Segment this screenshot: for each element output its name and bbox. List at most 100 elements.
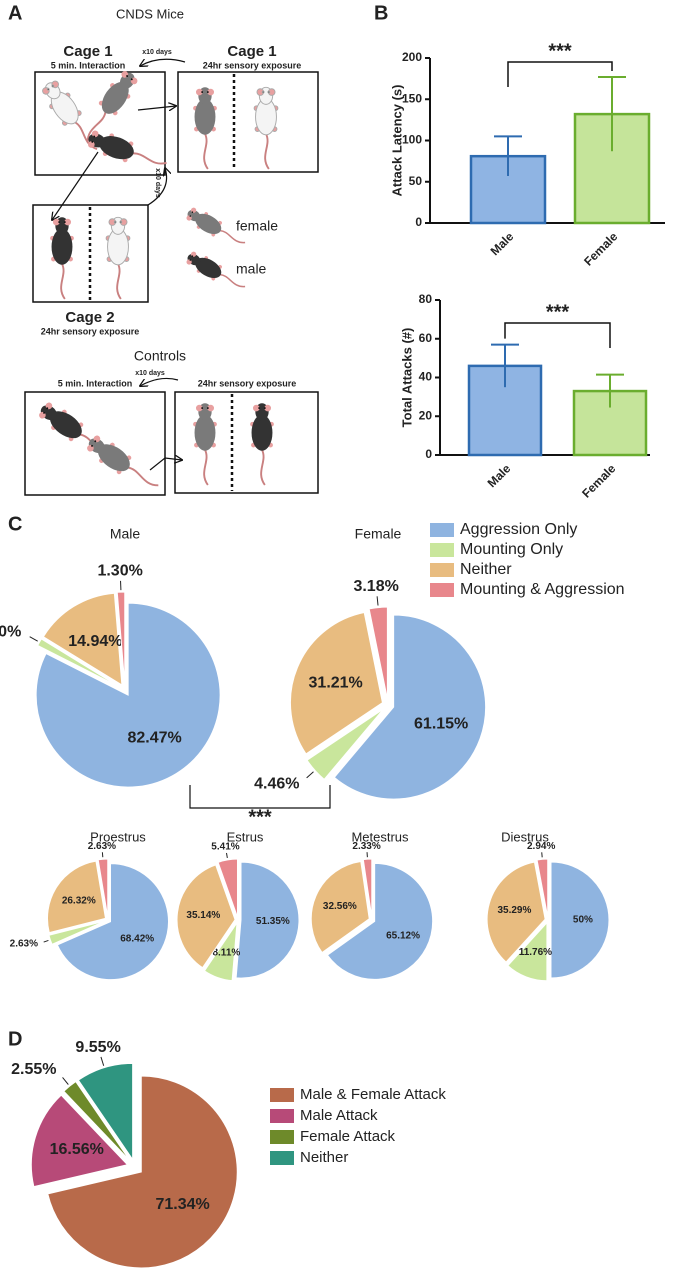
value-label: 8.11% [212, 948, 240, 959]
pie-slice [203, 920, 238, 982]
value-label: 35.14% [186, 910, 220, 921]
value-label: 1.30% [97, 563, 142, 580]
key-label: female [236, 218, 278, 234]
value-label: 65.12% [386, 931, 420, 942]
pie-slice [326, 862, 434, 980]
y-tick-label: 60 [419, 331, 433, 345]
key-label: male [236, 261, 267, 277]
value-label: 3.18% [353, 578, 398, 595]
x-tick-label: Male [488, 229, 517, 258]
value-label: 26.32% [62, 896, 96, 907]
significance-label: *** [548, 40, 572, 62]
pie-slice [306, 708, 384, 781]
diagram-title: CNDS Mice [116, 6, 184, 21]
cage-subtitle: 5 min. Interaction [58, 378, 133, 388]
arrow [52, 151, 99, 220]
arrow [140, 377, 179, 386]
legend-label: Neither [460, 561, 512, 578]
leader-line [306, 771, 314, 779]
diagram: CNDS Mice Cage 1 5 min. Interaction Cage… [24, 6, 319, 499]
y-tick-label: 20 [419, 408, 433, 422]
legend-swatch [430, 523, 454, 537]
y-axis-label: Total Attacks (#) [399, 328, 414, 428]
cage-subtitle: 24hr sensory exposure [203, 60, 302, 70]
value-label: 14.94% [68, 633, 122, 650]
panel-label: B [374, 2, 388, 24]
cage-title: Cage 2 [65, 309, 114, 326]
repeat-label: x10 days [142, 49, 172, 56]
mouse-icon [192, 402, 218, 486]
cage-title: Cage 1 [63, 43, 112, 60]
pie-slice [42, 592, 123, 686]
mouse-icon [192, 86, 218, 170]
arrow [140, 59, 186, 66]
significance-bracket [504, 322, 611, 348]
pie-slice [56, 863, 169, 981]
pie-slice [362, 858, 373, 918]
panel-label: A [8, 2, 22, 24]
error-bar [494, 135, 522, 176]
cage-title: Cage 1 [227, 43, 276, 60]
legend-swatch [430, 583, 454, 597]
legend-label: Neither [300, 1149, 348, 1166]
pie-slice [368, 606, 388, 700]
cage-box [177, 71, 319, 173]
leader-line [376, 596, 379, 606]
legend-swatch [270, 1130, 294, 1144]
significance-bracket [189, 785, 331, 809]
y-tick-label: 200 [402, 50, 422, 64]
pie-title: Estrus [227, 829, 264, 844]
pie-slice [63, 1080, 131, 1162]
value-label: 35.29% [497, 905, 531, 916]
value-label: 1.30% [0, 623, 21, 640]
cage-subtitle: 24hr sensory exposure [41, 326, 140, 336]
pie-slice [116, 591, 126, 685]
legend-label: Male Attack [300, 1107, 378, 1124]
legend-swatch [270, 1088, 294, 1102]
legend-label: Female Attack [300, 1128, 396, 1145]
legend-label: Aggression Only [460, 521, 577, 538]
pie-slice [507, 921, 548, 982]
value-label: 2.55% [11, 1061, 56, 1078]
significance-label: *** [546, 301, 570, 323]
mouse-icon [253, 86, 279, 170]
pie-title: Proestrus [90, 829, 146, 844]
pie-slice [48, 920, 106, 945]
y-tick-label: 100 [402, 133, 422, 147]
cage-box [24, 391, 166, 496]
value-label: 5.41% [211, 842, 239, 853]
leader-line [100, 1056, 105, 1066]
value-label: 82.47% [127, 729, 181, 746]
value-label: 31.21% [309, 675, 363, 692]
value-label: 16.56% [50, 1141, 104, 1158]
panel-label: C [8, 513, 22, 535]
pie-slice [333, 614, 487, 800]
pie-slice [289, 611, 384, 755]
error-bar [596, 373, 624, 408]
y-tick-label: 150 [402, 91, 422, 105]
pie-title: Metestrus [351, 829, 409, 844]
pie-slice [30, 1094, 129, 1188]
cage-box [32, 204, 149, 303]
leader-line [226, 852, 228, 858]
mouse-icon [82, 430, 165, 499]
mouse-icon [105, 216, 131, 300]
value-label: 51.35% [256, 916, 290, 927]
pie-slice [486, 861, 546, 963]
leader-line [29, 636, 38, 642]
legend-swatch [270, 1109, 294, 1123]
arrow [147, 168, 167, 206]
pie-slice [35, 602, 221, 788]
value-label: 68.42% [120, 934, 154, 945]
value-label: 9.55% [75, 1039, 120, 1056]
pie-slice [176, 864, 236, 969]
leader-line [43, 939, 49, 943]
y-tick-label: 50 [409, 174, 423, 188]
significance-bracket [507, 61, 613, 87]
value-label: 11.76% [519, 947, 552, 958]
pie-slice [310, 860, 370, 954]
x-tick-label: Male [485, 461, 514, 490]
y-tick-label: 0 [415, 215, 422, 229]
y-tick-label: 40 [419, 370, 433, 384]
